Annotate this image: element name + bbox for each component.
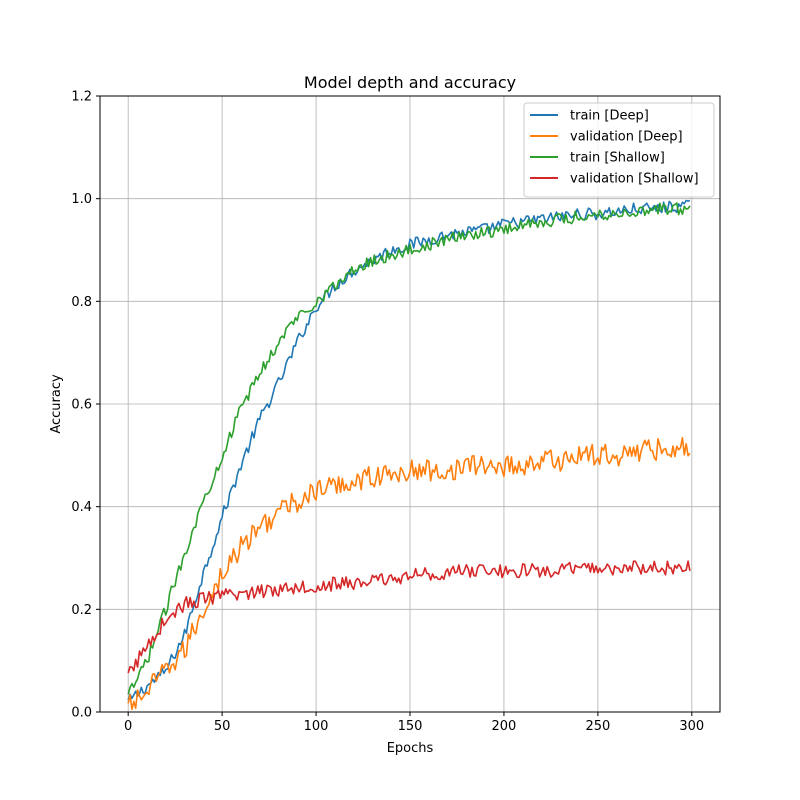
x-tick-label: 150	[398, 719, 423, 734]
y-tick-label: 0.6	[71, 398, 92, 413]
chart-title: Model depth and accuracy	[304, 73, 516, 92]
series-line	[127, 199, 691, 701]
legend-box	[523, 102, 715, 198]
y-tick-label: 0.0	[71, 706, 92, 721]
series-line	[127, 202, 691, 695]
y-tick-label: 0.2	[71, 603, 92, 618]
x-tick-label: 250	[585, 719, 610, 734]
y-tick-label: 0.4	[71, 500, 92, 515]
x-tick-label: 50	[214, 719, 231, 734]
y-tick-label: 0.8	[71, 295, 92, 310]
y-axis-ticks: 0.0 0.2 0.4 0.6 0.8 1.0 1.2	[71, 90, 100, 721]
x-tick-label: 300	[679, 719, 704, 734]
series-line	[127, 560, 691, 674]
x-tick-label: 200	[492, 719, 517, 734]
legend-entry: validation [Deep]	[570, 130, 683, 145]
x-axis-ticks: 0 50 100 150 200 250 300	[124, 712, 704, 734]
legend-entry: validation [Shallow]	[570, 172, 699, 187]
x-axis-label: Epochs	[387, 741, 434, 756]
y-tick-label: 1.2	[71, 90, 92, 105]
legend-entry: train [Shallow]	[570, 151, 665, 166]
x-tick-label: 0	[124, 719, 132, 734]
x-tick-label: 100	[304, 719, 329, 734]
y-axis-label: Accuracy	[49, 374, 64, 434]
legend: train [Deep] validation [Deep] train [Shal…	[523, 102, 715, 198]
legend-entry: train [Deep]	[570, 109, 649, 124]
series-lines	[127, 199, 691, 711]
series-line	[127, 436, 691, 711]
y-tick-label: 1.0	[71, 192, 92, 207]
